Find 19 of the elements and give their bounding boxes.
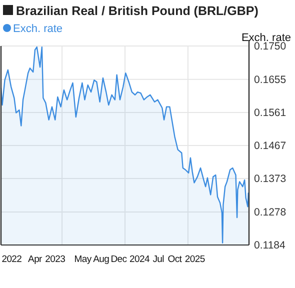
y-tick-label: 0.1184 xyxy=(254,240,286,252)
x-tick-label: Apr xyxy=(28,254,42,265)
chart-title: Brazilian Real / British Pound (BRL/GBP) xyxy=(16,4,258,18)
y-tick-label: 0.1373 xyxy=(254,173,286,186)
y-tick-label: 0.1750 xyxy=(254,40,286,53)
y-tick-label: 0.1278 xyxy=(254,206,286,219)
x-tick-label: 2025 xyxy=(184,254,205,265)
x-tick-label: May xyxy=(74,254,92,265)
x-tick-label: Aug xyxy=(93,254,110,265)
x-tick-label: Jul xyxy=(152,254,164,265)
y-tick-label: 0.1655 xyxy=(254,74,286,86)
x-tick-label: 2023 xyxy=(45,254,66,265)
y-tick-label: 0.1561 xyxy=(254,107,286,120)
y-tick-label: 0.1467 xyxy=(254,140,286,152)
legend-label: Exch. rate xyxy=(13,23,63,35)
x-tick-label: Dec xyxy=(110,254,128,265)
x-tick-label: 2024 xyxy=(130,254,150,265)
x-tick-label: 2022 xyxy=(2,254,22,265)
x-tick-label: Oct xyxy=(168,254,182,265)
